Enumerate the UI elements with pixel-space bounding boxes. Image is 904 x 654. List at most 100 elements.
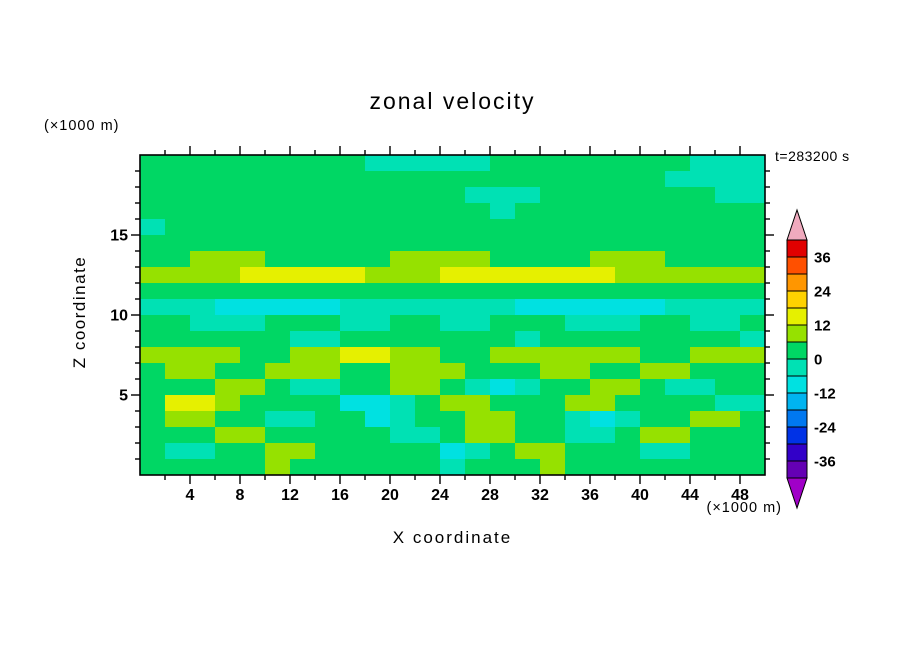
heatmap-cell	[365, 315, 391, 332]
heatmap-cell	[490, 299, 516, 316]
colorbar-segment	[786, 409, 808, 428]
colorbar-segment	[786, 341, 808, 360]
heatmap-cell	[615, 171, 641, 188]
colorbar-label: 0	[814, 352, 822, 369]
heatmap-cell	[515, 235, 541, 252]
heatmap-cell	[265, 459, 291, 476]
heatmap-cell	[315, 315, 341, 332]
heatmap-cell	[140, 379, 166, 396]
heatmap-cell	[290, 331, 316, 348]
heatmap-cell	[565, 283, 591, 300]
heatmap-cell	[540, 203, 566, 220]
heatmap-cell	[415, 203, 441, 220]
heatmap-cell	[515, 267, 541, 284]
heatmap-cell	[640, 203, 666, 220]
heatmap-cell	[590, 379, 616, 396]
heatmap-cell	[515, 363, 541, 380]
heatmap-cell	[715, 203, 741, 220]
heatmap-cell	[365, 363, 391, 380]
heatmap-cell	[540, 443, 566, 460]
heatmap-cell	[740, 299, 766, 316]
heatmap-cell	[640, 379, 666, 396]
heatmap-cell	[640, 155, 666, 172]
heatmap-cell	[190, 459, 216, 476]
heatmap-cell	[590, 251, 616, 268]
heatmap-cell	[590, 443, 616, 460]
heatmap-cell	[340, 283, 366, 300]
heatmap-cell	[290, 347, 316, 364]
heatmap-cell	[140, 363, 166, 380]
heatmap-cell	[215, 155, 241, 172]
heatmap-cell	[540, 283, 566, 300]
heatmap-cell	[490, 203, 516, 220]
heatmap-cell	[215, 267, 241, 284]
heatmap-cell	[615, 235, 641, 252]
heatmap-cell	[590, 331, 616, 348]
heatmap-cell	[640, 299, 666, 316]
heatmap-cell	[515, 411, 541, 428]
heatmap-cell	[440, 155, 466, 172]
heatmap-cell	[515, 379, 541, 396]
heatmap-cell	[740, 411, 766, 428]
heatmap-cell	[540, 379, 566, 396]
heatmap-cell	[265, 443, 291, 460]
heatmap-cell	[240, 187, 266, 204]
heatmap-cell	[290, 155, 316, 172]
heatmap-cell	[315, 347, 341, 364]
heatmap-cell	[190, 219, 216, 236]
heatmap-cell	[190, 171, 216, 188]
heatmap-cell	[315, 155, 341, 172]
heatmap-cell	[690, 155, 716, 172]
heatmap-cell	[615, 459, 641, 476]
heatmap-cell	[140, 155, 166, 172]
heatmap-cell	[340, 459, 366, 476]
heatmap-cell	[190, 299, 216, 316]
heatmap-cell	[640, 331, 666, 348]
heatmap-cell	[590, 427, 616, 444]
heatmap-cell	[165, 459, 191, 476]
heatmap-cell	[665, 155, 691, 172]
heatmap-cell	[315, 443, 341, 460]
heatmap-cell	[465, 379, 491, 396]
heatmap-cell	[515, 171, 541, 188]
heatmap-cell	[165, 299, 191, 316]
heatmap-cell	[665, 331, 691, 348]
heatmap-cell	[440, 347, 466, 364]
heatmap-cell	[740, 363, 766, 380]
heatmap-cell	[215, 331, 241, 348]
heatmap-cell	[690, 171, 716, 188]
heatmap-cell	[565, 459, 591, 476]
heatmap-cell	[665, 363, 691, 380]
heatmap-cell	[290, 203, 316, 220]
heatmap-cell	[690, 395, 716, 412]
heatmap-cell	[615, 187, 641, 204]
heatmap-cell	[415, 315, 441, 332]
heatmap-cell	[190, 235, 216, 252]
heatmap-cell	[615, 331, 641, 348]
heatmap-cell	[390, 411, 416, 428]
heatmap-cell	[390, 363, 416, 380]
heatmap-cell	[690, 443, 716, 460]
y-tick-labels: 5 10 15	[110, 228, 128, 405]
heatmap-cell	[365, 219, 391, 236]
heatmap-cell	[215, 443, 241, 460]
heatmap	[140, 155, 766, 476]
x-axis-label: X coordinate	[392, 528, 513, 547]
heatmap-cell	[740, 251, 766, 268]
heatmap-cell	[390, 251, 416, 268]
heatmap-cell	[315, 459, 341, 476]
heatmap-cell	[465, 315, 491, 332]
colorbar-segment	[786, 443, 808, 462]
heatmap-cell	[290, 363, 316, 380]
colorbar-label: 36	[814, 250, 831, 267]
heatmap-cell	[665, 315, 691, 332]
heatmap-cell	[490, 235, 516, 252]
heatmap-cell	[590, 267, 616, 284]
heatmap-cell	[665, 379, 691, 396]
heatmap-cell	[140, 395, 166, 412]
heatmap-cell	[640, 395, 666, 412]
heatmap-cell	[640, 235, 666, 252]
heatmap-cell	[565, 331, 591, 348]
heatmap-cell	[540, 299, 566, 316]
heatmap-cell	[515, 251, 541, 268]
